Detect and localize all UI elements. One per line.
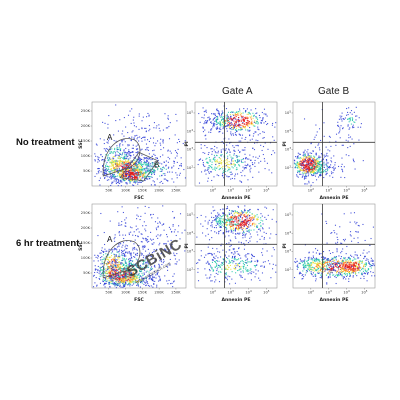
y-tick-label: 50K <box>83 169 91 173</box>
x-tick-label: 102 <box>210 289 217 295</box>
x-tick-label: 103 <box>228 187 235 193</box>
x-tick-label: 104 <box>245 289 252 295</box>
plot-svg-r1-fsc-ssc: 50K 100K 150K 200K 250K 50K 100K 150K 200K 250K FS… <box>78 203 187 303</box>
x-tick-label: 105 <box>263 289 270 295</box>
x-tick-label: 102 <box>308 187 315 193</box>
plot-frame <box>292 101 376 187</box>
x-tick-label: 105 <box>263 187 270 193</box>
event-dots <box>293 212 376 285</box>
y-tick-label: 100K <box>81 154 91 158</box>
gate-a-outline <box>102 138 141 177</box>
plot-r1-gate-a: 102 103 104 105 102 103 104 105 Annexin PE PI <box>184 200 281 304</box>
x-tick-label: 50K <box>105 189 113 193</box>
plot-svg-r0-gate-a: 102 103 104 105 102 103 104 105 Annexin PE PI <box>184 101 278 201</box>
x-tick-label: 100K <box>121 189 131 193</box>
plot-r0-fsc-ssc: 50K 100K 150K 200K 250K 50K 100K 150K 200K 250K FS… <box>78 98 190 202</box>
y-tick-label: 105 <box>187 212 194 218</box>
y-axis-label: SSC <box>78 240 84 250</box>
y-tick-label: 104 <box>187 128 194 134</box>
plot-r0-gate-b: 102 103 104 105 102 103 104 105 Annexin PE PI <box>282 98 379 202</box>
plot-r1-fsc-ssc: 50K 100K 150K 200K 250K 50K 100K 150K 200K 250K FS… <box>78 200 190 304</box>
column-title-gate-a: Gate A <box>222 86 253 97</box>
column-title-gate-b: Gate B <box>318 86 350 97</box>
y-tick-label: 103 <box>187 248 194 254</box>
y-tick-label: 103 <box>187 146 194 152</box>
y-tick-label: 100K <box>81 256 91 260</box>
y-tick-label: 103 <box>285 248 292 254</box>
y-tick-label: 102 <box>285 164 292 170</box>
gate-b-label: B <box>154 161 159 170</box>
y-tick-label: 50K <box>83 271 91 275</box>
y-tick-label: 200K <box>81 226 91 230</box>
x-tick-label: 104 <box>343 289 350 295</box>
y-axis-label: PI <box>282 141 288 146</box>
x-tick-label: 250K <box>171 291 181 295</box>
x-axis-label: Annexin PE <box>319 195 348 201</box>
x-tick-label: 200K <box>155 291 165 295</box>
event-dots <box>293 106 364 186</box>
x-axis-label: FSC <box>134 297 144 303</box>
x-tick-label: 103 <box>326 289 333 295</box>
y-axis-label: PI <box>282 243 288 248</box>
plot-r1-gate-b: 102 103 104 105 102 103 104 105 Annexin PE PI <box>282 200 379 304</box>
y-axis-label: SSC <box>78 138 84 148</box>
x-tick-label: 250K <box>171 189 181 193</box>
x-tick-label: 102 <box>308 289 315 295</box>
y-tick-label: 250K <box>81 211 91 215</box>
x-tick-label: 100K <box>121 291 131 295</box>
x-tick-label: 103 <box>326 187 333 193</box>
x-tick-label: 104 <box>245 187 252 193</box>
row-label-6hr-treatment: 6 hr treatment <box>16 238 80 249</box>
y-tick-label: 102 <box>187 266 194 272</box>
plot-frame <box>194 203 278 289</box>
y-tick-label: 105 <box>285 212 292 218</box>
event-dots <box>94 104 186 187</box>
gate-b-outline <box>119 151 159 182</box>
y-tick-label: 105 <box>285 110 292 116</box>
y-tick-label: 102 <box>187 164 194 170</box>
x-tick-label: 200K <box>155 189 165 193</box>
plot-svg-r0-gate-b: 102 103 104 105 102 103 104 105 Annexin PE PI <box>282 101 376 201</box>
y-tick-label: 200K <box>81 124 91 128</box>
x-tick-label: 103 <box>228 289 235 295</box>
gate-a-label: A <box>107 235 113 244</box>
x-tick-label: 105 <box>361 187 368 193</box>
x-axis-label: Annexin PE <box>221 297 250 303</box>
plot-r0-gate-a: 102 103 104 105 102 103 104 105 Annexin PE PI <box>184 98 281 202</box>
gate-a-label: A <box>107 133 113 142</box>
x-tick-label: 150K <box>138 189 148 193</box>
plot-svg-r1-gate-a: 102 103 104 105 102 103 104 105 Annexin PE PI <box>184 203 278 303</box>
y-tick-label: 103 <box>285 146 292 152</box>
x-tick-label: 105 <box>361 289 368 295</box>
y-tick-label: 250K <box>81 109 91 113</box>
plot-svg-r0-fsc-ssc: 50K 100K 150K 200K 250K 50K 100K 150K 200K 250K FS… <box>78 101 187 201</box>
y-tick-label: 150K <box>81 241 91 245</box>
x-tick-label: 104 <box>343 187 350 193</box>
row-label-no-treatment: No treatment <box>16 137 75 148</box>
y-tick-label: 102 <box>285 266 292 272</box>
event-dots <box>197 105 277 184</box>
y-tick-label: 150K <box>81 139 91 143</box>
y-tick-label: 104 <box>285 128 292 134</box>
plot-svg-r1-gate-b: 102 103 104 105 102 103 104 105 Annexin PE PI <box>282 203 376 303</box>
gate-a-outline <box>102 240 141 279</box>
y-axis-label: PI <box>184 141 190 146</box>
x-tick-label: 102 <box>210 187 217 193</box>
x-tick-label: 50K <box>105 291 113 295</box>
y-axis-label: PI <box>184 243 190 248</box>
event-dots <box>195 205 277 285</box>
y-tick-label: 104 <box>187 230 194 236</box>
x-tick-label: 150K <box>138 291 148 295</box>
x-axis-label: FSC <box>134 195 144 201</box>
event-dots <box>92 205 186 289</box>
x-axis-label: Annexin PE <box>221 195 250 201</box>
x-axis-label: Annexin PE <box>319 297 348 303</box>
y-tick-label: 105 <box>187 110 194 116</box>
y-tick-label: 104 <box>285 230 292 236</box>
